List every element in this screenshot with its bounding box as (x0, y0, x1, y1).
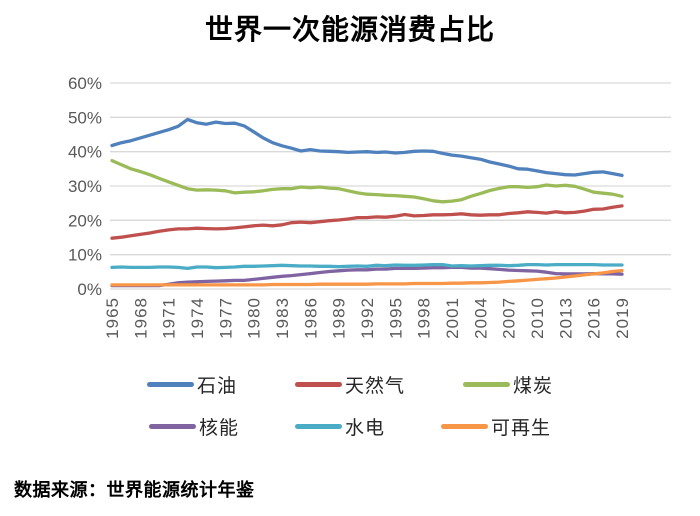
svg-text:1968: 1968 (131, 297, 150, 339)
svg-text:2007: 2007 (500, 297, 519, 339)
svg-text:1971: 1971 (160, 297, 179, 339)
svg-text:2010: 2010 (528, 297, 547, 339)
svg-text:1989: 1989 (330, 297, 349, 339)
legend-swatch-renewable (441, 423, 488, 429)
svg-text:1974: 1974 (188, 297, 207, 339)
svg-text:1980: 1980 (245, 297, 264, 339)
legend-item-gas: 天然气 (294, 371, 405, 398)
legend-label-gas: 天然气 (344, 375, 405, 397)
legend-row-1: 石油 天然气 煤炭 (0, 363, 700, 405)
legend-swatch-coal (463, 381, 510, 387)
svg-text:2004: 2004 (471, 297, 490, 339)
legend-item-oil: 石油 (146, 371, 237, 398)
svg-text:1986: 1986 (301, 297, 320, 339)
chart-title: 世界一次能源消费占比 (204, 14, 495, 45)
legend-item-hydro: 水电 (294, 413, 385, 440)
svg-text:50%: 50% (68, 108, 102, 127)
svg-text:2013: 2013 (556, 297, 575, 339)
svg-text:40%: 40% (68, 143, 102, 162)
svg-text:20%: 20% (68, 211, 102, 230)
legend-item-nuclear: 核能 (148, 413, 239, 440)
svg-text:30%: 30% (68, 177, 102, 196)
svg-text:2019: 2019 (613, 297, 632, 339)
svg-text:1995: 1995 (386, 297, 405, 339)
svg-text:1977: 1977 (216, 297, 235, 339)
legend-label-coal: 煤炭 (513, 375, 554, 397)
svg-text:10%: 10% (68, 246, 102, 265)
legend-label-renewable: 可再生 (491, 417, 552, 439)
svg-text:1983: 1983 (273, 297, 292, 339)
svg-text:60%: 60% (68, 74, 102, 93)
source-note: 数据来源：世界能源统计年鉴 (14, 480, 255, 500)
svg-text:1992: 1992 (358, 297, 377, 339)
legend-swatch-nuclear (148, 423, 196, 429)
legend-item-renewable: 可再生 (441, 413, 551, 440)
legend-label-nuclear: 核能 (198, 417, 239, 439)
legend-item-coal: 煤炭 (463, 371, 553, 398)
legend-swatch-gas (294, 381, 342, 387)
svg-text:2016: 2016 (585, 297, 604, 339)
svg-text:2001: 2001 (443, 297, 462, 339)
svg-text:1965: 1965 (103, 297, 122, 339)
legend-swatch-hydro (294, 423, 342, 429)
legend-label-oil: 石油 (196, 375, 237, 397)
legend-swatch-oil (146, 381, 194, 387)
legend-label-hydro: 水电 (344, 417, 385, 439)
legend-row-2: 核能 水电 可再生 (0, 405, 700, 447)
chart-legend: 石油 天然气 煤炭 核能 水电 可再生 (0, 363, 700, 447)
svg-text:0%: 0% (77, 280, 102, 299)
svg-text:1998: 1998 (415, 297, 434, 339)
